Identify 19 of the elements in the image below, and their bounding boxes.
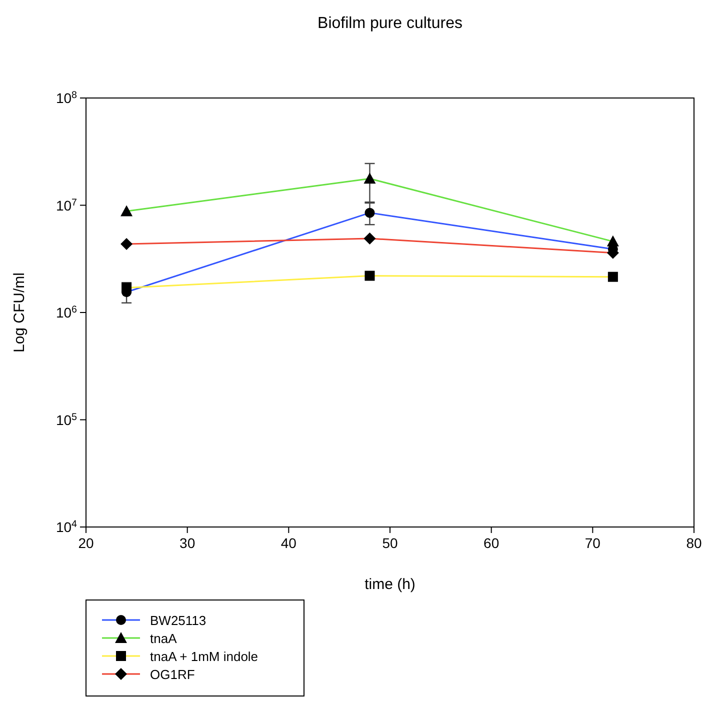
x-tick-label: 50 xyxy=(382,535,398,551)
chart-title: Biofilm pure cultures xyxy=(318,15,462,32)
x-tick-label: 60 xyxy=(484,535,500,551)
x-axis-title: time (h) xyxy=(364,576,416,593)
y-tick-label: 10$^{8}$ xyxy=(56,90,78,106)
y-tick-label: 10$^{6}$ xyxy=(56,304,78,320)
x-tick-label: 80 xyxy=(686,535,702,551)
y-tick-label: 10$^{4}$ xyxy=(56,518,78,535)
legend-label: tnaA xyxy=(150,631,178,646)
legend-label: tnaA + 1mM indole xyxy=(150,649,258,664)
legend-label: OG1RF xyxy=(150,667,195,682)
x-tick-label: 70 xyxy=(584,535,601,551)
y-tick-label: 10$^{5}$ xyxy=(56,411,78,428)
legend-label: BW25113 xyxy=(150,613,206,628)
x-tick-label: 20 xyxy=(78,535,94,551)
x-tick-label: 40 xyxy=(280,535,297,551)
y-axis-title: Log CFU/ml xyxy=(11,272,28,353)
y-tick-label: 10$^{7}$ xyxy=(56,196,77,214)
x-tick-label: 30 xyxy=(180,535,196,551)
